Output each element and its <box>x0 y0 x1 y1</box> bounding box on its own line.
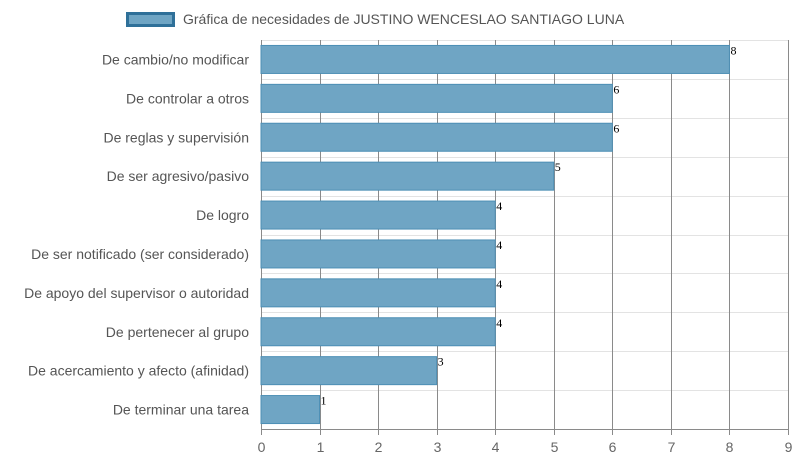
data-label: 4 <box>496 277 502 291</box>
bar[interactable] <box>260 83 613 113</box>
data-label: 4 <box>496 316 502 330</box>
category-label: De ser agresivo/pasivo <box>107 168 250 184</box>
x-tick-label: 9 <box>785 439 793 455</box>
bar[interactable] <box>260 122 613 152</box>
x-tick-label: 8 <box>726 439 734 455</box>
data-label: 8 <box>730 43 736 57</box>
x-tick-label: 3 <box>434 439 442 455</box>
bar[interactable] <box>260 161 555 191</box>
data-label: 5 <box>555 160 561 174</box>
category-label: De acercamiento y afecto (afinidad) <box>28 363 249 379</box>
bar[interactable] <box>260 44 730 74</box>
data-label: 1 <box>321 394 327 408</box>
data-label: 4 <box>496 238 502 252</box>
x-tick-label: 6 <box>609 439 617 455</box>
category-label: De pertenecer al grupo <box>106 324 249 340</box>
category-label: De controlar a otros <box>126 90 249 106</box>
x-tick-label: 2 <box>375 439 383 455</box>
category-label: De terminar una tarea <box>113 402 249 418</box>
x-tick-label: 5 <box>551 439 559 455</box>
x-tick-label: 7 <box>668 439 676 455</box>
category-label: De ser notificado (ser considerado) <box>31 246 249 262</box>
legend-label: Gráfica de necesidades de JUSTINO WENCES… <box>183 11 625 27</box>
bar[interactable] <box>260 356 438 386</box>
chart-legend[interactable]: Gráfica de necesidades de JUSTINO WENCES… <box>126 9 624 29</box>
data-label: 6 <box>613 121 619 135</box>
x-tick-label: 4 <box>492 439 500 455</box>
bar[interactable] <box>260 395 321 425</box>
category-label: De apoyo del supervisor o autoridad <box>24 285 249 301</box>
category-label: De cambio/no modificar <box>102 51 249 67</box>
bar[interactable] <box>260 239 496 269</box>
data-label: 3 <box>438 355 444 369</box>
x-tick-label: 1 <box>317 439 325 455</box>
data-label: 4 <box>496 199 502 213</box>
bar[interactable] <box>260 278 496 308</box>
bar[interactable] <box>260 200 496 230</box>
category-label: De reglas y supervisión <box>103 129 249 145</box>
x-tick-label: 0 <box>258 439 266 455</box>
category-label: De logro <box>196 207 249 223</box>
bar[interactable] <box>260 317 496 347</box>
data-label: 6 <box>613 82 619 96</box>
legend-swatch <box>126 11 175 27</box>
